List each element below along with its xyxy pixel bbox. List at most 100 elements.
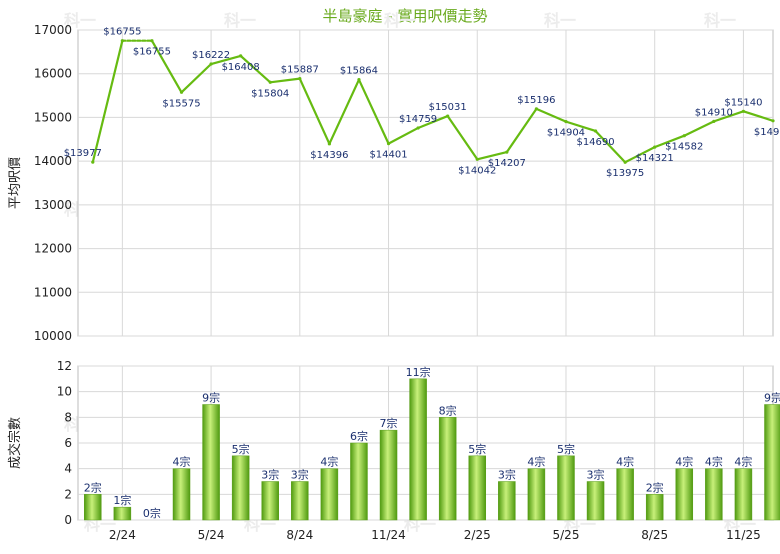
volume-data-label: 4宗 — [527, 455, 545, 469]
volume-bar — [676, 469, 693, 520]
volume-bar — [528, 469, 545, 520]
price-data-label: $16408 — [222, 62, 260, 73]
price-data-label: $14690 — [576, 137, 614, 148]
volume-data-label: 3宗 — [291, 468, 309, 482]
x-tick-label: 2/25 — [464, 528, 491, 542]
x-tick-label: 11/24 — [371, 528, 406, 542]
volume-bar — [646, 494, 663, 520]
watermark-text: 科一 — [224, 11, 256, 30]
volume-data-label: 8宗 — [439, 403, 457, 417]
price-point — [239, 54, 242, 57]
x-tick-label: 2/24 — [109, 528, 136, 542]
volume-data-label: 3宗 — [261, 468, 279, 482]
price-point — [505, 150, 508, 153]
price-point — [771, 119, 774, 122]
price-point — [476, 158, 479, 161]
price-y-tick-label: 15000 — [34, 110, 72, 124]
volume-data-label: 5宗 — [468, 442, 486, 456]
price-point — [446, 114, 449, 117]
price-data-label: $14396 — [310, 150, 348, 161]
price-data-label: $15031 — [429, 102, 467, 113]
volume-data-label: 9宗 — [764, 391, 780, 405]
price-data-label: $15804 — [251, 88, 289, 99]
x-tick-label: 5/25 — [553, 528, 580, 542]
price-y-tick-label: 17000 — [34, 23, 72, 37]
volume-bar — [705, 469, 722, 520]
volume-data-label: 4宗 — [705, 455, 723, 469]
price-point — [121, 39, 124, 42]
volume-bar — [439, 417, 456, 520]
volume-y-axis-title: 成交宗數 — [7, 417, 23, 469]
price-y-tick-label: 13000 — [34, 198, 72, 212]
price-y-axis-title: 平均呎價 — [8, 157, 23, 209]
volume-data-label: 4宗 — [734, 455, 752, 469]
volume-data-label: 11宗 — [406, 365, 431, 379]
price-data-label: $16755 — [103, 27, 141, 38]
price-data-label: $14207 — [488, 158, 526, 169]
volume-bar — [173, 469, 190, 520]
watermark-text: 科一 — [704, 11, 736, 30]
volume-bar — [469, 456, 486, 520]
volume-bar — [291, 482, 308, 521]
price-point — [150, 39, 153, 42]
volume-data-label: 1宗 — [113, 493, 131, 507]
price-data-label: $13977 — [64, 148, 102, 159]
volume-y-tick-label: 6 — [64, 436, 72, 450]
volume-y-tick-label: 8 — [64, 410, 72, 424]
price-y-tick-label: 16000 — [34, 67, 72, 81]
price-point — [180, 91, 183, 94]
volume-data-label: 7宗 — [380, 416, 398, 430]
volume-bar — [114, 507, 131, 520]
price-data-label: $15887 — [281, 65, 319, 76]
volume-y-tick-label: 0 — [64, 513, 72, 527]
x-tick-label: 11/25 — [726, 528, 761, 542]
price-data-label: $15575 — [162, 98, 200, 109]
price-point — [535, 107, 538, 110]
volume-data-label: 5宗 — [232, 442, 250, 456]
price-point — [209, 62, 212, 65]
volume-bar — [380, 430, 397, 520]
volume-y-tick-label: 10 — [57, 385, 72, 399]
volume-data-label: 5宗 — [557, 442, 575, 456]
price-data-label: $14923 — [754, 127, 780, 138]
price-data-label: $14321 — [636, 153, 674, 164]
volume-y-tick-label: 4 — [64, 462, 72, 476]
price-point — [387, 142, 390, 145]
price-point — [417, 126, 420, 129]
volume-data-label: 0宗 — [143, 506, 161, 520]
volume-data-label: 4宗 — [320, 455, 338, 469]
price-point — [594, 129, 597, 132]
price-point — [298, 77, 301, 80]
volume-bar — [410, 379, 427, 520]
volume-bar — [262, 482, 279, 521]
volume-bar — [232, 456, 249, 520]
price-point — [269, 81, 272, 84]
price-point — [624, 161, 627, 164]
price-data-label: $15864 — [340, 66, 378, 77]
price-point — [357, 78, 360, 81]
price-point — [328, 142, 331, 145]
price-data-label: $13975 — [606, 168, 644, 179]
volume-bar — [617, 469, 634, 520]
volume-bar — [321, 469, 338, 520]
volume-bar — [203, 405, 220, 521]
volume-bar — [735, 469, 752, 520]
price-data-label: $14401 — [369, 150, 407, 161]
volume-y-tick-label: 12 — [57, 359, 72, 373]
volume-y-tick-label: 2 — [64, 487, 72, 501]
volume-data-label: 3宗 — [587, 468, 605, 482]
price-point — [653, 146, 656, 149]
volume-data-label: 2宗 — [84, 480, 102, 494]
volume-data-label: 9宗 — [202, 391, 220, 405]
volume-data-label: 4宗 — [173, 455, 191, 469]
watermark-text: 科一 — [384, 11, 416, 30]
price-point — [712, 120, 715, 123]
price-point — [683, 134, 686, 137]
volume-data-label: 4宗 — [616, 455, 634, 469]
price-y-tick-label: 10000 — [34, 329, 72, 343]
price-data-label: $14910 — [695, 107, 733, 118]
volume-bar — [498, 482, 515, 521]
